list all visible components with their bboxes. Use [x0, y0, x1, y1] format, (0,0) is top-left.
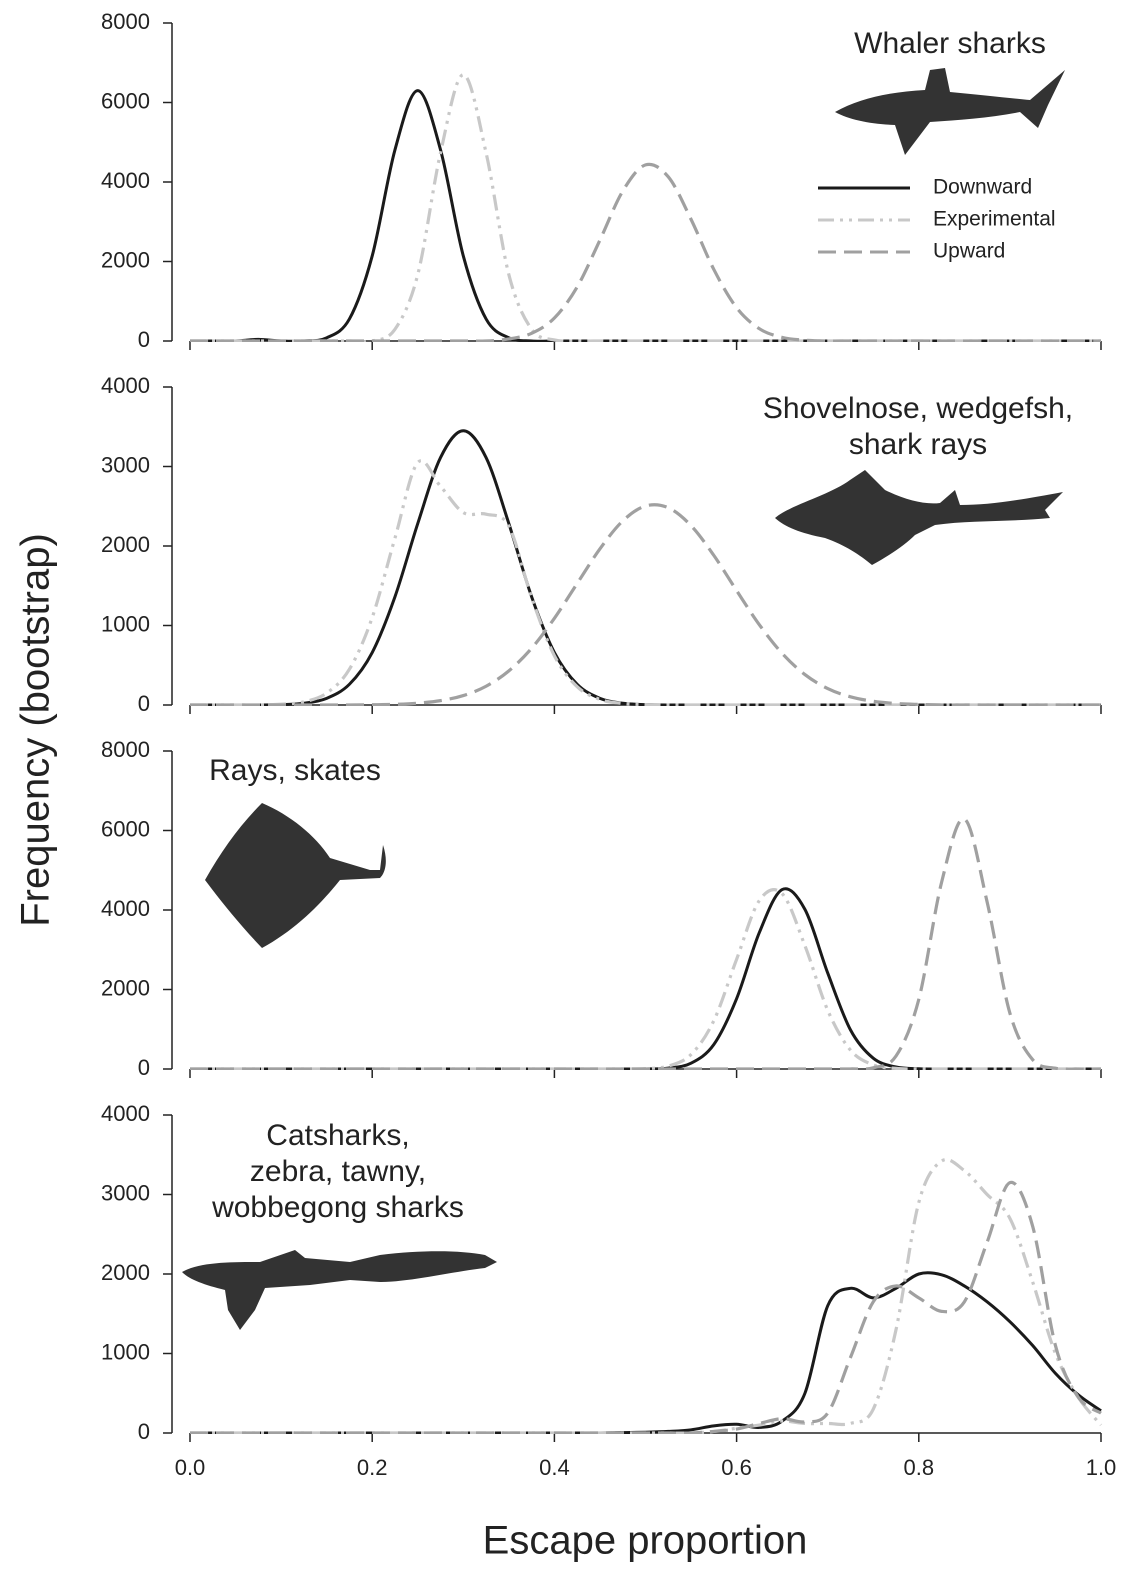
y-tick-label: 0 — [138, 691, 150, 716]
y-tick-label: 6000 — [101, 816, 150, 841]
panel-title: zebra, tawny, — [250, 1155, 426, 1188]
y-tick-label: 6000 — [101, 88, 150, 113]
y-tick-label: 0 — [138, 1419, 150, 1444]
x-axis-label: Escape proportion — [483, 1519, 808, 1563]
x-tick-label: 0.4 — [539, 1455, 570, 1480]
series-line — [190, 1157, 1103, 1434]
y-tick-label: 8000 — [101, 737, 150, 762]
series-line — [190, 459, 1101, 706]
series-line — [190, 429, 1101, 706]
shovelnose-icon — [775, 470, 1063, 565]
x-tick-label: 0.2 — [357, 1455, 388, 1480]
y-tick-label: 2000 — [101, 247, 150, 272]
series-line — [189, 162, 1101, 342]
legend-label: Downward — [933, 176, 1032, 199]
silhouettes — [182, 68, 1065, 1330]
panel-title: Catsharks, — [266, 1119, 409, 1152]
y-tick-label: 4000 — [101, 1101, 150, 1126]
legend-label: Upward — [933, 240, 1005, 263]
panel-title: Whaler sharks — [854, 27, 1046, 60]
y-tick-label: 0 — [138, 1055, 150, 1080]
x-tick-label: 1.0 — [1086, 1455, 1117, 1480]
x-tick-label: 0.8 — [904, 1455, 935, 1480]
y-tick-label: 0 — [138, 327, 150, 352]
legend-label: Experimental — [933, 208, 1056, 231]
series-line — [190, 817, 1102, 1070]
series-line — [190, 1180, 1102, 1434]
y-tick-label: 4000 — [101, 373, 150, 398]
y-tick-label: 8000 — [101, 9, 150, 34]
y-tick-label: 2000 — [101, 1260, 150, 1285]
x-tick-label: 0.6 — [721, 1455, 752, 1480]
x-tick-label: 0.0 — [175, 1455, 206, 1480]
panel-title: shark rays — [849, 428, 987, 461]
panel-title: wobbegong sharks — [211, 1191, 464, 1224]
whaler-shark-icon — [835, 68, 1065, 155]
catshark-icon — [182, 1250, 497, 1330]
y-axis-label: Frequency (bootstrap) — [14, 533, 58, 927]
y-tick-label: 4000 — [101, 896, 150, 921]
y-tick-label: 4000 — [101, 168, 150, 193]
y-tick-label: 2000 — [101, 532, 150, 557]
ray-icon — [205, 803, 386, 948]
series-line — [189, 73, 1101, 342]
y-tick-label: 1000 — [101, 1339, 150, 1364]
y-tick-label: 3000 — [101, 1180, 150, 1205]
y-tick-label: 2000 — [101, 975, 150, 1000]
panel-title: Shovelnose, wedgefsh, — [763, 392, 1073, 425]
y-tick-label: 1000 — [101, 611, 150, 636]
y-tick-label: 3000 — [101, 452, 150, 477]
panel-title: Rays, skates — [209, 754, 381, 787]
